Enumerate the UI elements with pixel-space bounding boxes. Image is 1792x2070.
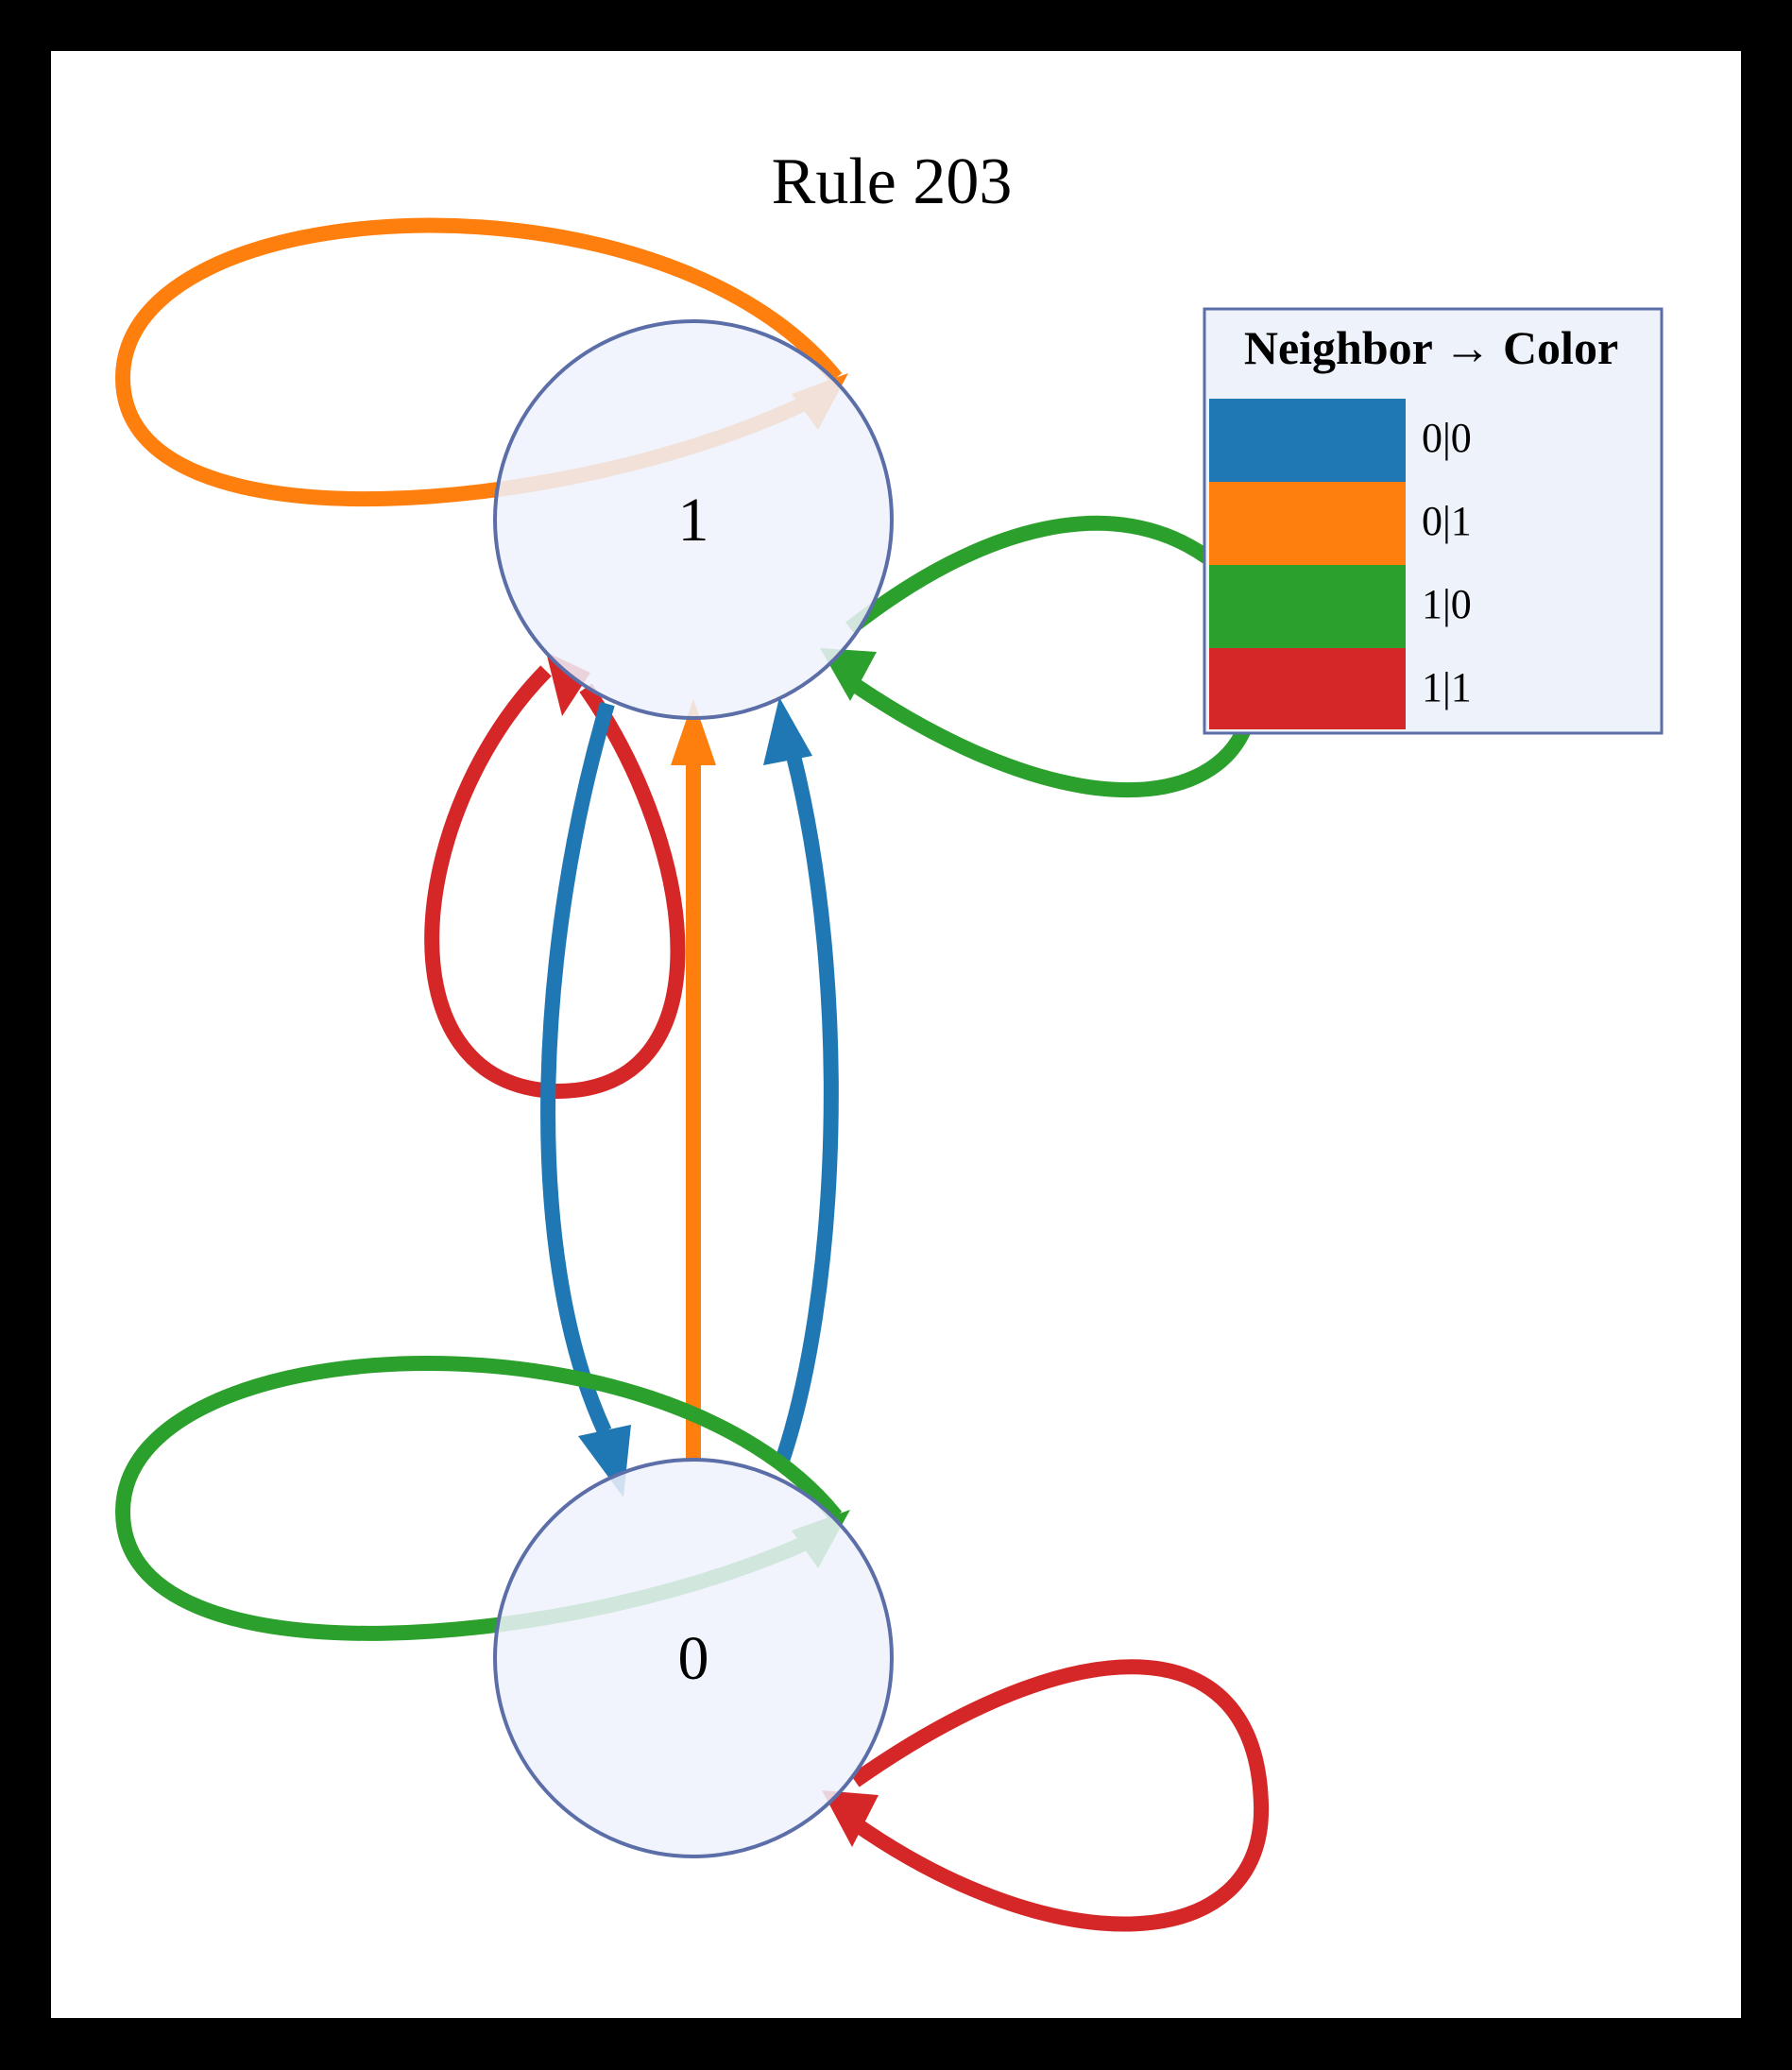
edge-line: [845, 515, 1253, 798]
edge-line: [540, 701, 615, 1435]
legend: Neighbor → Color 0|0 0|1 1|0 1|1: [1203, 307, 1664, 735]
legend-swatch-3: [1209, 648, 1406, 729]
legend-swatch-0: [1209, 399, 1406, 482]
diagram-title: Rule 203: [772, 145, 1013, 218]
arrowhead: [763, 697, 812, 765]
arrowhead: [671, 699, 716, 765]
legend-label-0: 0|0: [1422, 415, 1472, 461]
legend-swatch-2: [1209, 565, 1406, 648]
edge-0-to-1-blue: [763, 697, 839, 1472]
node-1-label: 1: [678, 486, 709, 555]
edge-line: [424, 665, 686, 1100]
legend-title: Neighbor → Color: [1244, 321, 1618, 374]
node-1: 1: [493, 319, 894, 720]
legend-label-1: 0|1: [1422, 498, 1472, 544]
legend-swatch-1: [1209, 482, 1406, 565]
edge-0-to-0-red: [822, 1659, 1270, 1932]
node-0: 0: [493, 1458, 894, 1858]
legend-label-3: 1|1: [1422, 664, 1472, 710]
edge-0-to-1-orange: [671, 699, 716, 1460]
edge-line: [772, 754, 839, 1472]
node-0-circle: [493, 1458, 894, 1858]
arrowhead: [822, 1790, 879, 1847]
node-1-circle: [493, 319, 894, 720]
node-0-label: 0: [678, 1624, 709, 1693]
legend-label-2: 1|0: [1422, 581, 1472, 627]
edge-line: [850, 1659, 1270, 1932]
